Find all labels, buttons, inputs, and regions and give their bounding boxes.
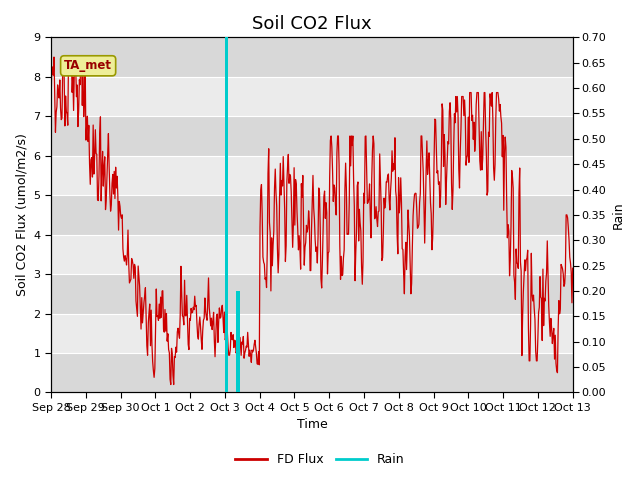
- Bar: [51, 116, 573, 156]
- Legend: FD Flux, Rain: FD Flux, Rain: [230, 448, 410, 471]
- Bar: [237, 291, 238, 393]
- Title: Soil CO2 Flux: Soil CO2 Flux: [252, 15, 372, 33]
- X-axis label: Time: Time: [296, 419, 327, 432]
- Bar: [227, 37, 228, 393]
- Text: TA_met: TA_met: [64, 60, 112, 72]
- Y-axis label: Soil CO2 Flux (umol/m2/s): Soil CO2 Flux (umol/m2/s): [15, 133, 28, 296]
- Bar: [237, 291, 239, 393]
- Bar: [51, 353, 573, 393]
- Bar: [225, 37, 226, 393]
- Bar: [226, 37, 227, 393]
- Bar: [225, 37, 227, 393]
- Bar: [236, 291, 237, 393]
- Y-axis label: Rain: Rain: [612, 201, 625, 228]
- Bar: [51, 195, 573, 235]
- Bar: [51, 274, 573, 313]
- Bar: [51, 37, 573, 77]
